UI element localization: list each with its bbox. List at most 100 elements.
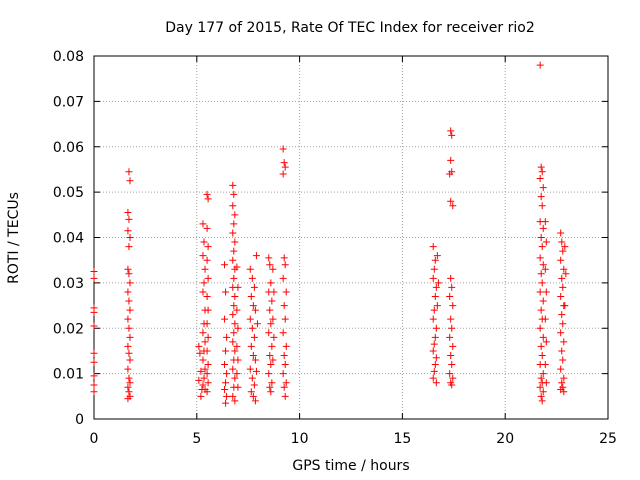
data-point [433,252,441,260]
data-point [126,379,134,387]
data-point [230,220,238,228]
data-point [249,302,257,310]
data-point [429,274,437,282]
data-point [126,177,134,185]
data-point [537,163,545,171]
data-point [201,365,209,373]
data-point [231,374,239,382]
data-point [557,256,565,264]
data-point [124,315,132,323]
data-point [433,302,441,310]
data-point [269,265,277,273]
data-point [539,388,547,396]
data-point [229,392,237,400]
data-point [279,170,287,178]
data-point [429,315,437,323]
data-point [269,315,277,323]
data-point [558,311,566,319]
data-point [561,302,569,310]
data-point [252,252,260,260]
data-point [560,338,568,346]
data-point [536,324,544,332]
x-tick-label: 25 [599,431,617,447]
data-point [246,315,254,323]
data-point [446,170,454,178]
data-point [267,388,275,396]
data-point [231,292,239,300]
data-point [538,397,546,405]
data-point [199,252,207,260]
data-point [281,315,289,323]
data-point [560,265,568,273]
data-point [279,370,287,378]
data-point [447,127,455,135]
data-point [197,367,205,375]
points-layer [90,61,570,407]
data-point [449,342,457,350]
y-tick-label: 0.08 [53,49,84,65]
data-point [126,333,134,341]
data-point [222,379,230,387]
data-point [124,227,132,235]
data-point [557,292,565,300]
data-point [229,338,237,346]
data-point [249,351,257,359]
data-point [251,356,259,364]
data-point [250,381,258,389]
data-point [432,283,440,291]
data-point [539,261,547,269]
data-point [266,306,274,314]
data-point [231,320,239,328]
data-point [539,333,547,341]
data-point [126,306,134,314]
data-point [536,254,544,262]
data-point [541,218,549,226]
data-point [204,361,212,369]
data-point [536,175,544,183]
data-point [234,283,242,291]
data-point [539,297,547,305]
data-point [280,383,288,391]
data-point [204,243,212,251]
data-point [124,288,132,296]
x-tick-label: 5 [192,431,201,447]
data-point [279,145,287,153]
data-point [223,392,231,400]
y-tick-label: 0.06 [53,140,84,156]
data-point [560,388,568,396]
data-point [234,383,242,391]
data-point [199,329,207,337]
data-point [558,379,566,387]
data-point [223,333,231,341]
data-point [233,342,241,350]
data-point [539,224,547,232]
data-point [282,342,290,350]
data-point [233,306,241,314]
data-point [201,265,209,273]
data-point [199,288,207,296]
data-point [281,163,289,171]
data-point [542,338,550,346]
data-point [431,256,439,264]
data-point [229,365,237,373]
data-point [126,279,134,287]
data-point [203,292,211,300]
data-point [431,292,439,300]
data-point [267,279,275,287]
data-point [280,302,288,310]
data-point [446,370,454,378]
data-point [200,279,208,287]
data-point [266,383,274,391]
data-point [249,392,257,400]
data-point [247,292,255,300]
data-point [201,338,209,346]
data-point [229,256,237,264]
data-point [229,311,237,319]
data-point [230,329,238,337]
data-point [234,356,242,364]
data-point [90,274,98,282]
data-point [431,333,439,341]
data-point [229,229,237,237]
data-point [537,306,545,314]
